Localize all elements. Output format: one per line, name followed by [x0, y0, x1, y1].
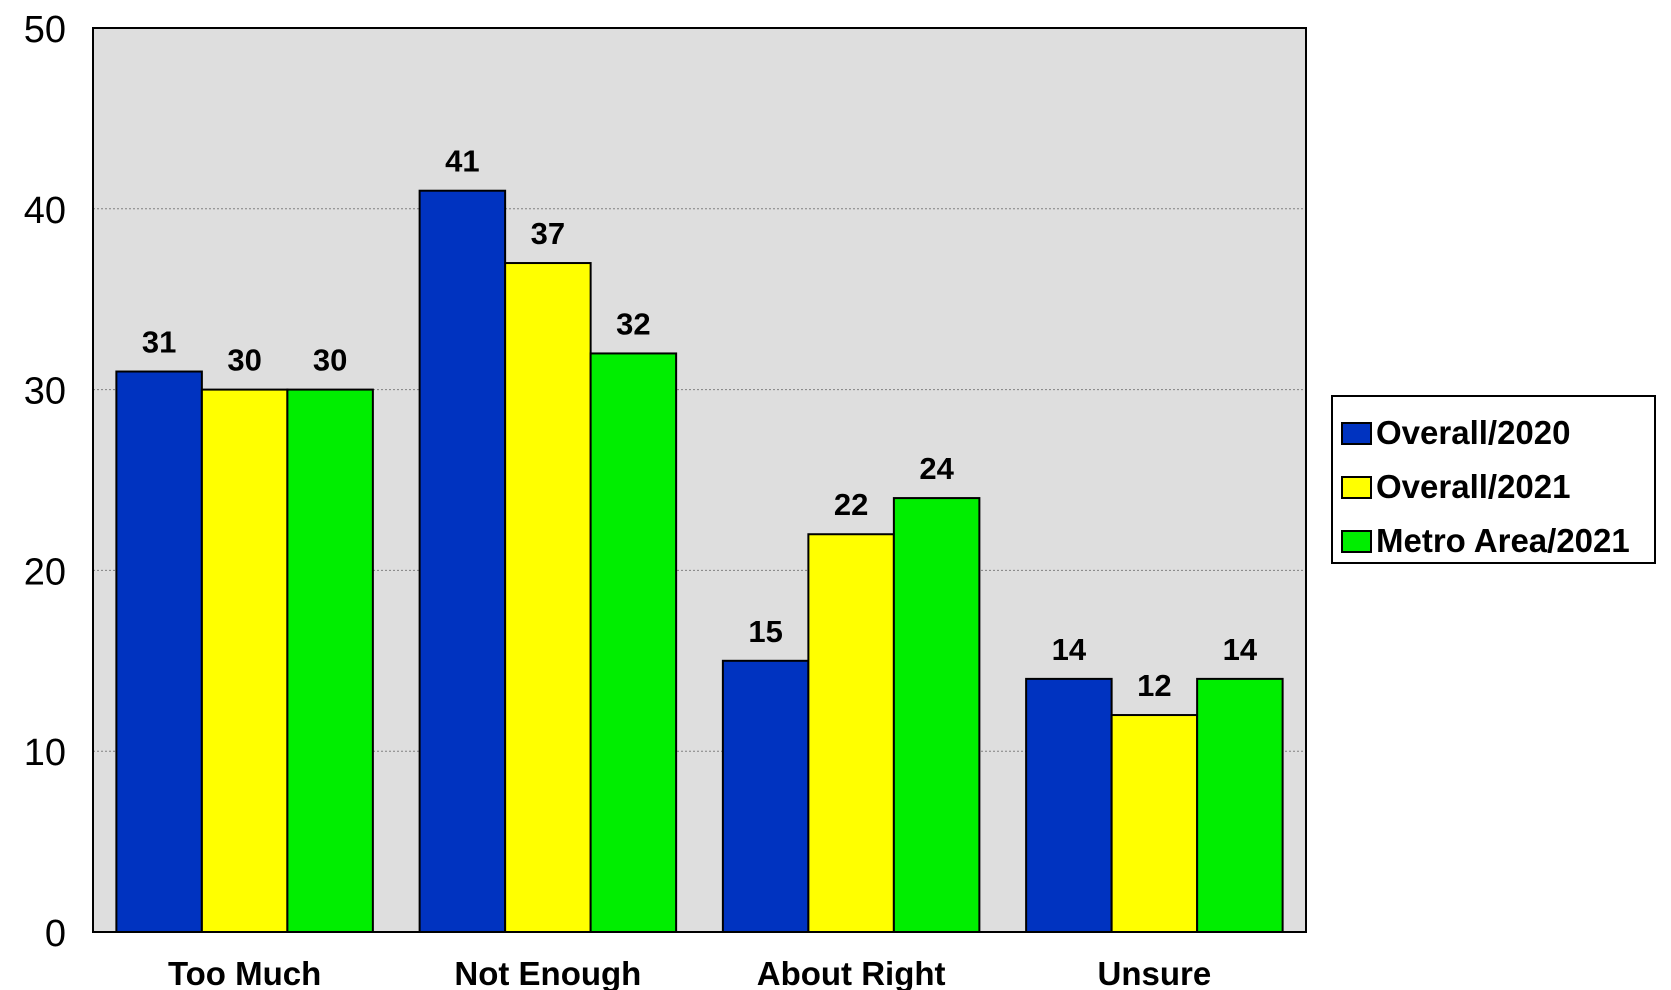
legend-item-overall-2021: Overall/2021 [1341, 460, 1654, 514]
y-tick-label-50: 50 [24, 9, 66, 51]
bar-overall-2021-too-much [200, 388, 289, 934]
data-label-overall-2021-about-right: 22 [834, 487, 868, 522]
data-label-overall-2021-unsure: 12 [1137, 668, 1171, 703]
y-tick-label-20: 20 [24, 551, 66, 593]
legend-item-overall-2020: Overall/2020 [1341, 406, 1654, 460]
bar-metro-area-2021-too-much [286, 388, 374, 934]
plot-frame [92, 27, 1307, 933]
data-label-metro-area-2021-about-right: 24 [919, 451, 954, 486]
legend-item-metro-area-2021: Metro Area/2021 [1341, 514, 1654, 568]
y-tick-label-30: 30 [24, 371, 66, 413]
x-tick-label-not-enough: Not Enough [454, 955, 641, 990]
y-tick-label-10: 10 [24, 732, 66, 774]
data-label-overall-2020-about-right: 15 [748, 614, 782, 649]
bar-metro-area-2021-not-enough [589, 352, 678, 933]
bar-overall-2020-not-enough [418, 189, 507, 934]
bar-overall-2021-not-enough [504, 262, 592, 934]
legend-swatch-metro-area-2021 [1341, 529, 1372, 553]
legend-label-overall-2020: Overall/2020 [1376, 414, 1571, 451]
bar-overall-2020-unsure [1025, 677, 1113, 933]
legend-label-overall-2021: Overall/2021 [1376, 468, 1571, 505]
bar-overall-2021-about-right [807, 533, 895, 933]
x-tick-label-unsure: Unsure [1098, 955, 1212, 990]
data-label-overall-2021-not-enough: 37 [531, 216, 565, 251]
x-tick-label-about-right: About Right [757, 955, 946, 990]
y-tick-label-0: 0 [45, 913, 66, 955]
legend: Overall/2020 Overall/2021 Metro Area/202… [1331, 395, 1656, 564]
bar-metro-area-2021-unsure [1196, 677, 1284, 933]
data-label-overall-2021-too-much: 30 [227, 343, 261, 378]
legend-swatch-overall-2020 [1341, 421, 1372, 445]
bar-overall-2020-about-right [721, 659, 810, 933]
x-tick-label-too-much: Too Much [168, 955, 321, 990]
bar-overall-2021-unsure [1110, 714, 1199, 933]
data-label-overall-2020-not-enough: 41 [445, 144, 479, 179]
bar-metro-area-2021-about-right [892, 497, 981, 933]
bar-overall-2020-too-much [115, 370, 203, 933]
y-tick-label-40: 40 [24, 190, 66, 232]
data-label-metro-area-2021-not-enough: 32 [616, 306, 650, 341]
data-label-overall-2020-too-much: 31 [142, 325, 176, 360]
data-label-metro-area-2021-too-much: 30 [313, 343, 347, 378]
legend-swatch-overall-2021 [1341, 475, 1372, 499]
legend-label-metro-area-2021: Metro Area/2021 [1376, 522, 1630, 559]
data-label-metro-area-2021-unsure: 14 [1223, 632, 1258, 667]
data-label-overall-2020-unsure: 14 [1052, 632, 1087, 667]
